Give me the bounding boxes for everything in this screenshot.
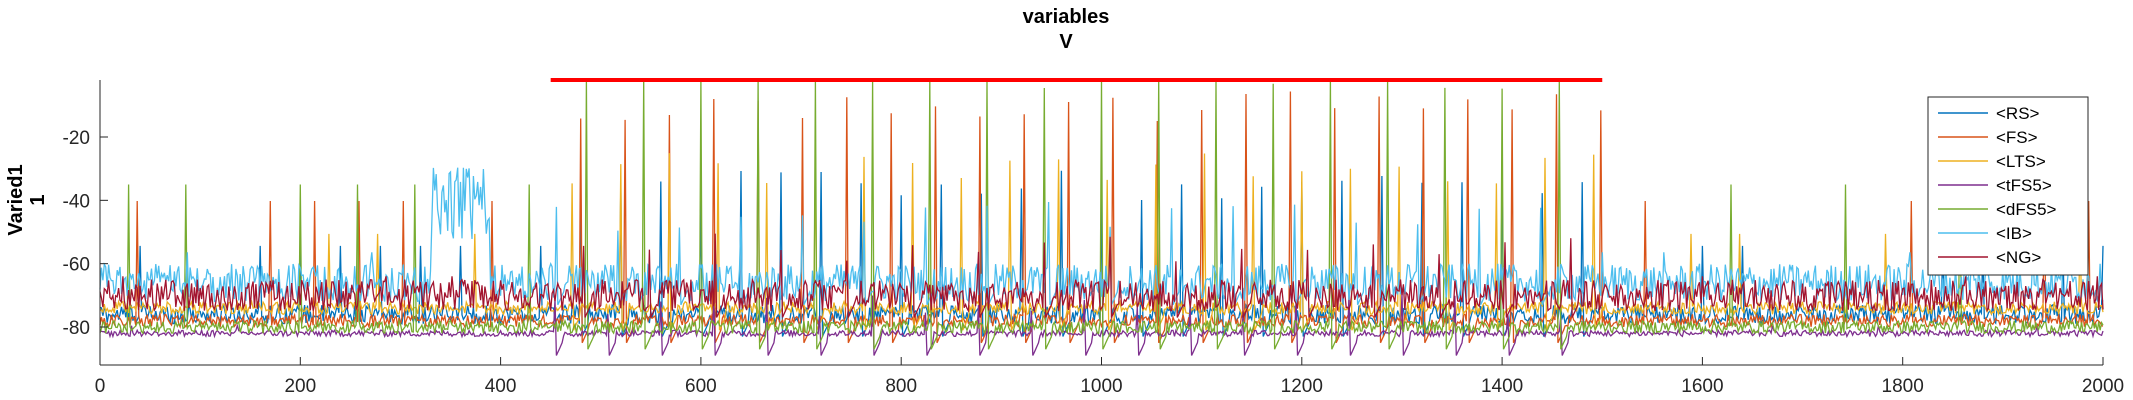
y-tick-label: -60 bbox=[63, 255, 90, 276]
chart-title-line2: V bbox=[1059, 31, 1073, 53]
chart-title-line1: variables bbox=[1023, 6, 1110, 28]
x-tick-label: 0 bbox=[95, 376, 106, 397]
series-line-tfs5 bbox=[99, 293, 2104, 356]
x-tick-label: 1800 bbox=[1882, 376, 1924, 397]
series-layer bbox=[99, 78, 2104, 356]
x-tick-label: 1200 bbox=[1281, 376, 1323, 397]
x-tick-label: 2000 bbox=[2082, 376, 2124, 397]
x-tick-label: 1600 bbox=[1681, 376, 1723, 397]
x-tick-label: 1400 bbox=[1481, 376, 1523, 397]
x-tick-label: 600 bbox=[685, 376, 717, 397]
y-tick-label: -40 bbox=[63, 191, 90, 212]
legend-entry: <LTS> bbox=[1996, 152, 2046, 171]
y-axis-label-line1: Varied1 bbox=[5, 164, 27, 235]
x-tick-label: 800 bbox=[885, 376, 917, 397]
legend-entry: <IB> bbox=[1996, 224, 2032, 243]
legend-entry: <NG> bbox=[1996, 248, 2041, 267]
axes-layer: 0 200 400 600 800 1000 1200 1400 1600 1800 2000 -20… bbox=[63, 80, 2124, 397]
y-tick-label: -20 bbox=[63, 128, 90, 149]
legend: <RS> <FS> <LTS> <tFS5> <dFS5> <IB> <NG> bbox=[1927, 96, 2089, 276]
y-axis-label-line2: 1 bbox=[27, 194, 49, 205]
legend-entry: <dFS5> bbox=[1996, 200, 2057, 219]
x-tick-label: 400 bbox=[485, 376, 517, 397]
x-tick-label: 200 bbox=[284, 376, 316, 397]
series-line-ib bbox=[99, 167, 2104, 306]
series-line-fs bbox=[99, 91, 2104, 344]
y-tick-label: -80 bbox=[63, 318, 90, 339]
x-tick-label: 1000 bbox=[1080, 376, 1122, 397]
legend-entry: <FS> bbox=[1996, 128, 2038, 147]
legend-entry: <tFS5> bbox=[1996, 176, 2052, 195]
series-line-ng bbox=[99, 233, 2104, 318]
legend-entry: <RS> bbox=[1996, 104, 2040, 123]
legend-box bbox=[1927, 96, 2089, 276]
